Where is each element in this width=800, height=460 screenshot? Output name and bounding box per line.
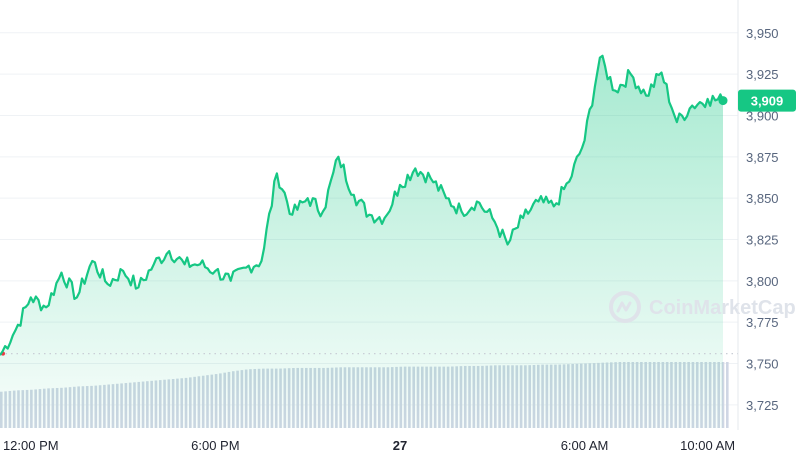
volume-bar (721, 362, 725, 428)
coinmarketcap-logo-mark-icon (616, 301, 632, 313)
coinmarketcap-logo-icon (609, 291, 641, 323)
y-tick-label: 3,750 (746, 357, 779, 372)
y-tick-label: 3,800 (746, 274, 779, 289)
watermark: CoinMarketCap (609, 291, 796, 323)
watermark-text: CoinMarketCap (649, 297, 796, 319)
x-tick-label: 27 (393, 438, 407, 453)
y-tick-label: 3,950 (746, 26, 779, 41)
x-tick-label: 10:00 AM (680, 438, 735, 453)
price-line (0, 54, 725, 356)
x-tick-label: 6:00 PM (191, 438, 239, 453)
price-area (0, 55, 723, 429)
y-axis: 3,950 3,925 3,900 3,875 3,850 3,825 3,800 3,775… (737, 0, 779, 430)
x-tick-label: 12:00 PM (3, 438, 59, 453)
price-area-fill (0, 55, 723, 429)
y-tick-label: 3,850 (746, 191, 779, 206)
current-price-marker[interactable]: 3,909 (718, 89, 797, 112)
current-price-label: 3,909 (751, 94, 784, 109)
price-line-group (0, 54, 738, 356)
y-tick-label: 3,925 (746, 67, 779, 82)
y-tick-label: 3,775 (746, 315, 779, 330)
y-tick-label: 3,900 (746, 108, 779, 123)
current-price-badge[interactable] (738, 89, 796, 112)
x-axis: 12:00 PM 6:00 PM 27 6:00 AM 10:00 AM (3, 438, 735, 453)
volume-bar (726, 362, 729, 428)
y-tick-label: 3,725 (746, 398, 779, 413)
x-tick-label: 6:00 AM (561, 438, 609, 453)
y-tick-label: 3,825 (746, 232, 779, 247)
current-price-dot[interactable] (718, 96, 728, 106)
y-tick-label: 3,875 (746, 150, 779, 165)
